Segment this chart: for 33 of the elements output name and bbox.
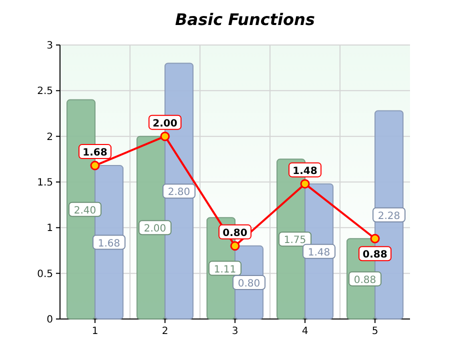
x-tick-label: 1 [92, 326, 98, 337]
x-tick-label: 4 [302, 326, 308, 337]
y-tick-label: 2 [46, 132, 53, 143]
x-tick-label: 5 [372, 326, 378, 337]
point [230, 241, 240, 251]
data-label: 2.80 [168, 187, 190, 198]
data-label: 2.00 [144, 224, 166, 235]
y-tick-label: 1.5 [37, 178, 53, 188]
y-tick-label: 1 [46, 223, 53, 234]
point [370, 234, 380, 244]
data-label: 1.68 [98, 238, 120, 250]
data-label: 1.75 [284, 235, 306, 246]
y-tick-label: 2.5 [37, 86, 53, 98]
x-tick-label: 3 [232, 326, 238, 337]
data-label: 1.48 [308, 247, 330, 258]
data-label: 0.80 [238, 278, 260, 290]
data-label: 1.11 [214, 264, 236, 276]
data-label: 2.28 [378, 210, 400, 222]
chart-title: Basic Functions [175, 10, 315, 29]
data-label: 0.88 [362, 250, 388, 261]
data-label: 1.68 [82, 148, 108, 159]
y-tick-label: 0.5 [37, 268, 53, 280]
point [90, 160, 100, 170]
data-label: 1.48 [292, 166, 318, 177]
y-tick-label: 0 [46, 314, 53, 326]
data-label: 2.00 [152, 118, 178, 130]
data-label: 0.80 [222, 228, 248, 239]
data-label: 2.40 [74, 205, 96, 216]
y-tick-label: 3 [46, 40, 53, 52]
data-label: 0.88 [354, 274, 376, 286]
x-tick-label: 2 [162, 326, 168, 337]
point [160, 132, 170, 142]
point [300, 179, 310, 189]
